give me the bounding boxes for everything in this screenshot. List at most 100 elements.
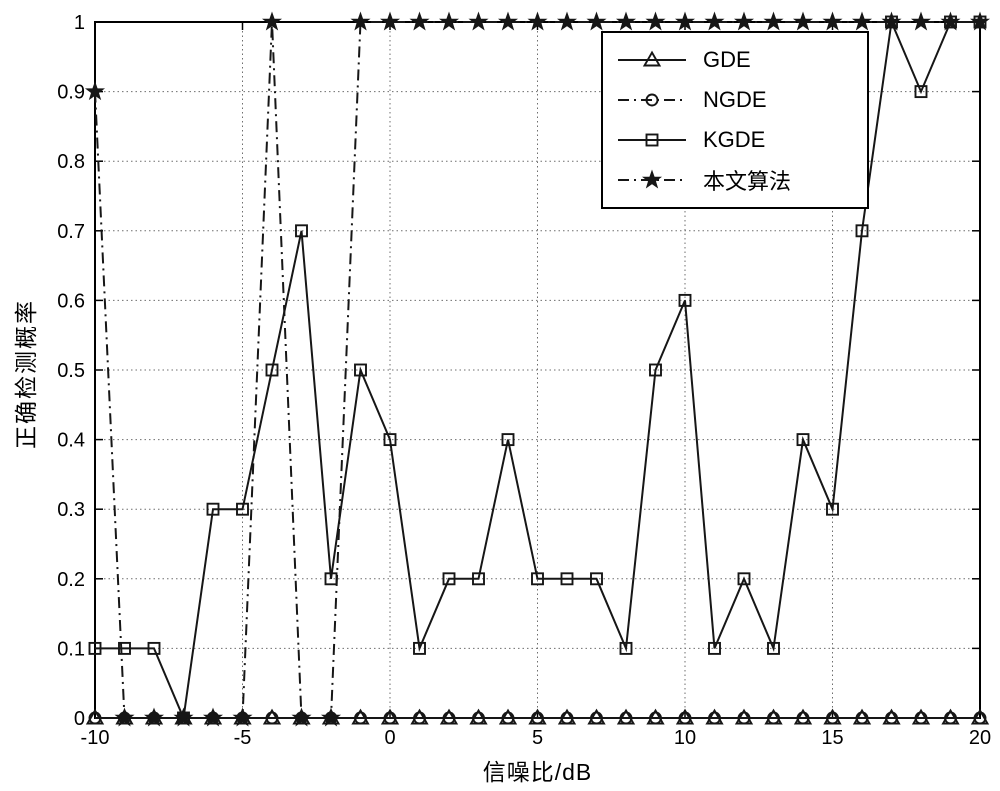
x-tick-label: 0: [384, 727, 395, 749]
y-axis-label: 正确检测概率: [13, 299, 39, 449]
star-marker-icon: [438, 11, 460, 31]
kgde-solid-line-square-marker-icon: [618, 133, 686, 147]
square-marker-icon: [442, 572, 456, 586]
circle-marker-icon: [590, 711, 603, 725]
circle-marker-icon: [973, 711, 987, 725]
legend: GDE NGDE KGDE 本文算法: [601, 31, 869, 209]
star-marker-icon: [114, 707, 135, 727]
legend-label-gde: GDE: [703, 47, 751, 72]
y-tick-label: 0.1: [57, 638, 85, 660]
circle-marker-icon: [88, 711, 102, 725]
star-marker-icon: [261, 11, 283, 31]
star-marker-icon: [645, 11, 666, 31]
square-marker-icon: [649, 363, 662, 377]
star-marker-icon: [763, 11, 784, 31]
star-marker-icon: [409, 11, 430, 31]
star-marker-icon: [143, 707, 165, 727]
square-marker-icon: [708, 641, 721, 655]
y-tick-label: 1: [74, 12, 85, 34]
circle-marker-icon: [383, 711, 397, 725]
circle-marker-icon: [914, 711, 928, 725]
x-tick-label: 5: [532, 727, 543, 749]
star-marker-icon: [792, 11, 814, 31]
star-marker-icon: [291, 707, 312, 727]
square-marker-icon: [826, 502, 839, 516]
circle-marker-icon: [560, 711, 574, 725]
circle-marker-icon: [826, 711, 839, 725]
y-tick-label: 0: [74, 708, 85, 730]
gde-solid-line-triangle-marker-icon: [618, 50, 686, 67]
y-tick-label: 0.6: [57, 290, 85, 312]
star-marker-icon: [556, 11, 578, 31]
square-marker-icon: [914, 85, 928, 99]
square-marker-icon: [531, 572, 544, 586]
square-marker-icon: [501, 433, 515, 447]
star-marker-icon: [173, 707, 194, 727]
square-marker-icon: [767, 641, 780, 655]
star-marker-icon: [202, 707, 224, 727]
circle-marker-icon: [354, 711, 367, 725]
y-tick-label: 0.8: [57, 151, 85, 173]
star-marker-icon: [822, 11, 843, 31]
y-tick-label: 0.9: [57, 82, 85, 104]
y-tick-label: 0.4: [57, 430, 85, 452]
series-kgde: [88, 15, 987, 725]
circle-marker-icon: [737, 711, 751, 725]
circle-marker-icon: [413, 711, 426, 725]
series-line-kgde: [95, 18, 980, 722]
star-marker-icon: [232, 707, 253, 727]
circle-marker-icon: [442, 711, 456, 725]
circle-marker-icon: [645, 93, 659, 107]
circle-marker-icon: [472, 711, 485, 725]
square-marker-icon: [855, 224, 869, 238]
circle-marker-icon: [796, 711, 810, 725]
circle-marker-icon: [265, 711, 279, 725]
series-proposed: [84, 11, 991, 727]
star-marker-icon: [704, 11, 725, 31]
y-tick-label: 0.7: [57, 221, 85, 243]
square-marker-icon: [737, 572, 751, 586]
square-marker-icon: [796, 433, 810, 447]
square-marker-icon: [265, 363, 279, 377]
star-marker-icon: [84, 81, 106, 101]
circle-marker-icon: [619, 711, 633, 725]
x-tick-label: 15: [821, 727, 843, 749]
circle-marker-icon: [678, 711, 692, 725]
star-marker-icon: [674, 11, 696, 31]
x-tick-label: -10: [81, 727, 110, 749]
legend-label-ngde: NGDE: [703, 87, 767, 112]
circle-marker-icon: [944, 711, 957, 725]
legend-label-proposed: 本文算法: [703, 169, 792, 194]
square-marker-icon: [147, 641, 161, 655]
square-marker-icon: [678, 293, 692, 307]
square-marker-icon: [413, 641, 426, 655]
proposed-dashdot-line-star-marker-icon: [618, 169, 686, 189]
star-marker-icon: [851, 11, 873, 31]
star-marker-icon: [969, 11, 991, 31]
y-tick-label: 0.2: [57, 569, 85, 591]
star-marker-icon: [586, 11, 607, 31]
square-marker-icon: [619, 641, 633, 655]
circle-marker-icon: [501, 711, 515, 725]
circle-marker-icon: [855, 711, 869, 725]
legend-item-kgde: KGDE: [603, 120, 867, 160]
ngde-dashdot-line-circle-marker-icon: [618, 93, 686, 107]
legend-item-gde: GDE: [603, 40, 867, 80]
y-tick-label: 0.3: [57, 499, 85, 521]
star-marker-icon: [350, 11, 371, 31]
square-marker-icon: [645, 133, 659, 147]
circle-marker-icon: [531, 711, 544, 725]
legend-item-proposed: 本文算法: [603, 160, 867, 200]
square-marker-icon: [354, 363, 367, 377]
x-tick-label: 20: [969, 727, 991, 749]
star-marker-icon: [910, 11, 932, 31]
star-marker-icon: [320, 707, 342, 727]
x-tick-label: -5: [234, 727, 252, 749]
circle-marker-icon: [708, 711, 721, 725]
x-axis-label: 信噪比/dB: [482, 759, 593, 785]
circle-marker-icon: [767, 711, 780, 725]
square-marker-icon: [383, 433, 397, 447]
triangle-marker-icon: [642, 50, 662, 67]
